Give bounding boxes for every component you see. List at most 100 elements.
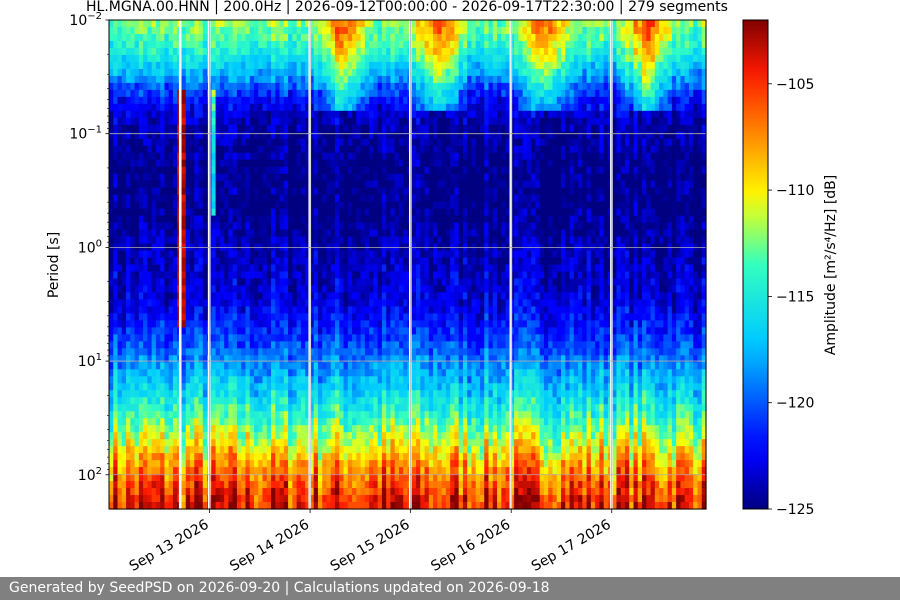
heatmap-cell: [305, 446, 311, 454]
heatmap-cell: [279, 173, 285, 182]
heatmap-cell: [121, 124, 127, 133]
heatmap-cell: [168, 474, 174, 482]
heatmap-cell: [288, 348, 293, 356]
heatmap-cell: [279, 96, 285, 105]
heatmap-cell: [241, 355, 247, 363]
heatmap-cell: [296, 152, 302, 161]
heatmap-cell: [322, 474, 328, 482]
heatmap-cell: [126, 96, 131, 105]
heatmap-cell: [271, 250, 276, 259]
heatmap-cell: [288, 222, 293, 231]
heatmap-cell: [275, 271, 281, 280]
heatmap-cell: [147, 271, 153, 280]
heatmap-cell: [126, 20, 131, 28]
heatmap-cell: [377, 285, 383, 294]
heatmap-cell: [347, 131, 353, 140]
heatmap-cell: [185, 54, 191, 63]
heatmap-cell: [339, 117, 345, 126]
heatmap-cell: [283, 320, 289, 328]
heatmap-cell: [262, 397, 268, 405]
heatmap-cell: [190, 481, 195, 489]
heatmap-cell: [326, 271, 332, 280]
heatmap-cell: [181, 355, 187, 363]
heatmap-cell: [147, 481, 153, 489]
heatmap-cell: [172, 292, 178, 301]
heatmap-cell: [143, 418, 148, 426]
heatmap-cell: [241, 103, 247, 112]
heatmap-cell: [326, 75, 332, 84]
heatmap-cell: [147, 68, 153, 77]
heatmap-cell: [224, 82, 229, 91]
heatmap-cell: [126, 82, 131, 91]
heatmap-cell: [343, 117, 349, 126]
heatmap-cell: [262, 390, 268, 398]
heatmap-cell: [377, 159, 383, 168]
heatmap-cell: [215, 474, 221, 482]
heatmap-cell: [245, 467, 251, 475]
heatmap-cell: [352, 215, 357, 224]
heatmap-cell: [160, 425, 166, 433]
heatmap-cell: [232, 180, 238, 189]
heatmap-cell: [126, 229, 131, 238]
heatmap-cell: [339, 285, 345, 294]
heatmap-cell: [262, 439, 268, 447]
heatmap-cell: [292, 208, 298, 217]
heatmap-cell: [279, 446, 285, 454]
heatmap-cell: [403, 362, 409, 370]
heatmap-cell: [364, 425, 370, 433]
heatmap-cell: [164, 250, 170, 259]
heatmap-cell: [394, 215, 400, 224]
heatmap-cell: [326, 390, 332, 398]
heatmap-cell: [172, 383, 178, 391]
heatmap-cell: [245, 411, 251, 419]
heatmap-cell: [275, 306, 281, 314]
heatmap-cell: [322, 411, 328, 419]
heatmap-cell: [211, 425, 217, 433]
heatmap-cell: [143, 278, 148, 287]
heatmap-cell: [232, 250, 238, 259]
heatmap-cell: [364, 201, 370, 210]
heatmap-cell: [126, 152, 131, 161]
heatmap-cell: [258, 278, 264, 287]
heatmap-cell: [113, 355, 119, 363]
heatmap-cell: [121, 96, 127, 105]
heatmap-cell: [275, 495, 281, 503]
heatmap-cell: [113, 481, 119, 489]
heatmap-cell: [343, 124, 349, 133]
heatmap-cell: [262, 376, 268, 384]
heatmap-cell: [138, 481, 144, 489]
heatmap-cell: [253, 355, 259, 363]
heatmap-cell: [151, 481, 157, 489]
heatmap-cell: [347, 341, 353, 349]
heatmap-cell: [373, 285, 379, 294]
heatmap-cell: [143, 159, 148, 168]
heatmap-cell: [126, 89, 131, 98]
heatmap-cell: [356, 397, 362, 405]
heatmap-cell: [232, 68, 238, 77]
heatmap-cell: [151, 187, 157, 196]
heatmap-cell: [253, 411, 259, 419]
heatmap-cell: [305, 215, 311, 224]
heatmap-cell: [138, 264, 144, 273]
heatmap-cell: [155, 26, 161, 35]
heatmap-cell: [288, 152, 293, 161]
heatmap-cell: [292, 369, 298, 377]
heatmap-cell: [117, 488, 123, 496]
heatmap-cell: [356, 117, 362, 126]
heatmap-cell: [194, 285, 200, 294]
heatmap-cell: [190, 313, 195, 321]
heatmap-cell: [271, 47, 276, 56]
heatmap-cell: [300, 236, 306, 245]
heatmap-cell: [236, 110, 242, 119]
heatmap-cell: [202, 26, 208, 35]
heatmap-cell: [313, 82, 319, 91]
heatmap-cell: [317, 222, 323, 231]
heatmap-cell: [190, 299, 195, 308]
heatmap-cell: [168, 292, 174, 301]
heatmap-cell: [326, 159, 332, 168]
heatmap-cell: [219, 488, 225, 496]
heatmap-cell: [198, 117, 204, 126]
heatmap-cell: [215, 152, 221, 161]
heatmap-cell: [194, 40, 200, 49]
heatmap-cell: [245, 257, 251, 266]
